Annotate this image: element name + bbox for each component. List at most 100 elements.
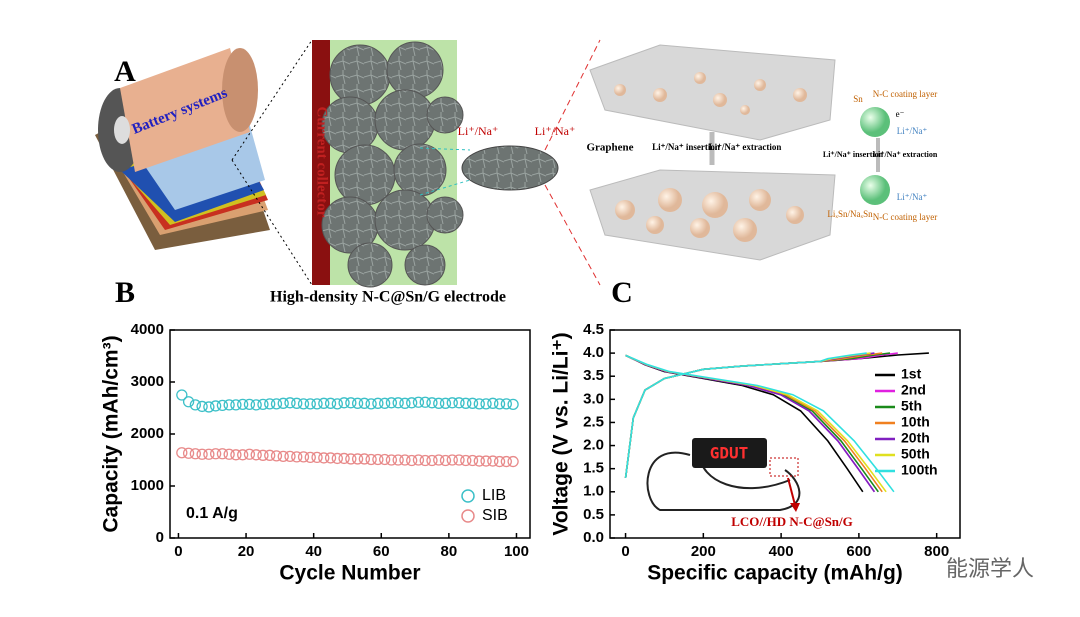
data-point (223, 399, 235, 411)
data-point (270, 398, 283, 410)
y-axis-label: Capacity (mAh/cm³) (100, 335, 123, 532)
data-point (338, 397, 350, 409)
legend-label: 2nd (901, 382, 926, 398)
x-tick-label: 80 (441, 543, 458, 560)
data-point (291, 397, 303, 409)
data-line (624, 352, 876, 493)
data-point (297, 451, 310, 463)
data-point (453, 397, 465, 409)
collector-label: Current collector (314, 107, 330, 218)
y-tick-label: 3.5 (583, 367, 604, 384)
data-point (460, 454, 472, 467)
data-point (304, 398, 316, 410)
data-point (257, 449, 269, 461)
x-axis-label: Cycle Number (279, 562, 420, 585)
data-point (311, 398, 323, 410)
x-tick-label: 0 (174, 543, 182, 560)
coating-label: N-C coating layer (873, 89, 937, 99)
data-point (203, 448, 215, 460)
data-point (250, 449, 262, 461)
data-point (507, 398, 519, 411)
data-point (264, 449, 276, 461)
data-point (426, 397, 438, 409)
data-point (460, 397, 472, 409)
data-point (324, 397, 337, 409)
y-tick-label: 4000 (131, 321, 164, 338)
data-point (318, 452, 330, 464)
data-point (446, 454, 458, 466)
panel-a: A Battery systems Current collector High… (95, 39, 938, 306)
y-tick-label: 1000 (131, 477, 164, 494)
data-point (277, 450, 289, 463)
data-point (466, 397, 479, 409)
data-point (331, 398, 343, 410)
data-point (406, 397, 418, 409)
x-tick-label: 0 (621, 543, 629, 560)
data-point (378, 397, 391, 409)
data-point (419, 396, 431, 408)
data-point (318, 397, 330, 409)
data-point (182, 396, 195, 408)
legend-label: 5th (901, 398, 922, 414)
electron-label: e⁻ (896, 109, 905, 119)
data-point (216, 448, 229, 460)
data-point (243, 398, 256, 411)
data-point (351, 397, 364, 409)
data-point (385, 397, 398, 409)
data-point (439, 397, 452, 409)
sn-label: Sn (853, 94, 863, 104)
data-point (433, 397, 445, 409)
y-tick-label: 4.0 (583, 344, 604, 361)
y-axis-label: Voltage (V vs. Li/Li⁺) (550, 332, 573, 535)
ion-label: Li⁺/Na⁺ (897, 192, 928, 202)
legend-marker (461, 489, 475, 503)
y-tick-label: 3000 (131, 373, 164, 390)
x-tick-label: 60 (373, 543, 390, 560)
data-point (399, 397, 411, 409)
data-point (487, 455, 499, 467)
electrode-label: High-density N-C@Sn/G electrode (270, 289, 506, 306)
insertion-label: Li⁺/Na⁺ insertion (823, 150, 884, 159)
data-point (453, 454, 465, 466)
data-point (196, 448, 208, 460)
y-tick-label: 0.5 (583, 506, 604, 523)
legend-label: 20th (901, 430, 930, 446)
legend-label: LIB (482, 487, 506, 504)
data-point (493, 455, 506, 468)
data-point (277, 397, 289, 409)
annotation: 0.1 A/g (186, 505, 238, 522)
data-point (331, 452, 343, 465)
data-point (230, 449, 242, 461)
legend-label: 10th (901, 414, 930, 430)
x-tick-label: 800 (924, 543, 949, 560)
data-point (250, 399, 262, 411)
data-point (345, 397, 357, 409)
data-point (223, 448, 235, 460)
data-point (291, 451, 303, 463)
data-line (624, 352, 891, 493)
data-point (392, 454, 404, 466)
ion-label: Li⁺/Na⁺ (897, 126, 928, 136)
data-point (507, 455, 519, 468)
data-point (176, 389, 188, 401)
data-point (473, 455, 485, 467)
data-point (365, 453, 377, 466)
data-point (209, 400, 222, 412)
data-point (182, 447, 195, 459)
data-point (406, 454, 418, 467)
extraction-label: Li⁺/Na⁺ extraction (873, 150, 938, 159)
particles (321, 41, 464, 288)
data-point (196, 400, 208, 413)
data-point (257, 398, 269, 411)
data-point (372, 453, 384, 466)
data-point (500, 455, 512, 468)
sphere (860, 107, 890, 137)
data-point (324, 452, 337, 464)
extraction-label: Li⁺/Na⁺ extraction (709, 142, 782, 152)
y-tick-label: 2.0 (583, 437, 604, 454)
plot-frame (609, 329, 961, 539)
x-tick-label: 100 (504, 543, 529, 560)
data-point (297, 398, 310, 410)
watermark: 能源学人 (946, 557, 1034, 582)
data-point (304, 451, 316, 464)
